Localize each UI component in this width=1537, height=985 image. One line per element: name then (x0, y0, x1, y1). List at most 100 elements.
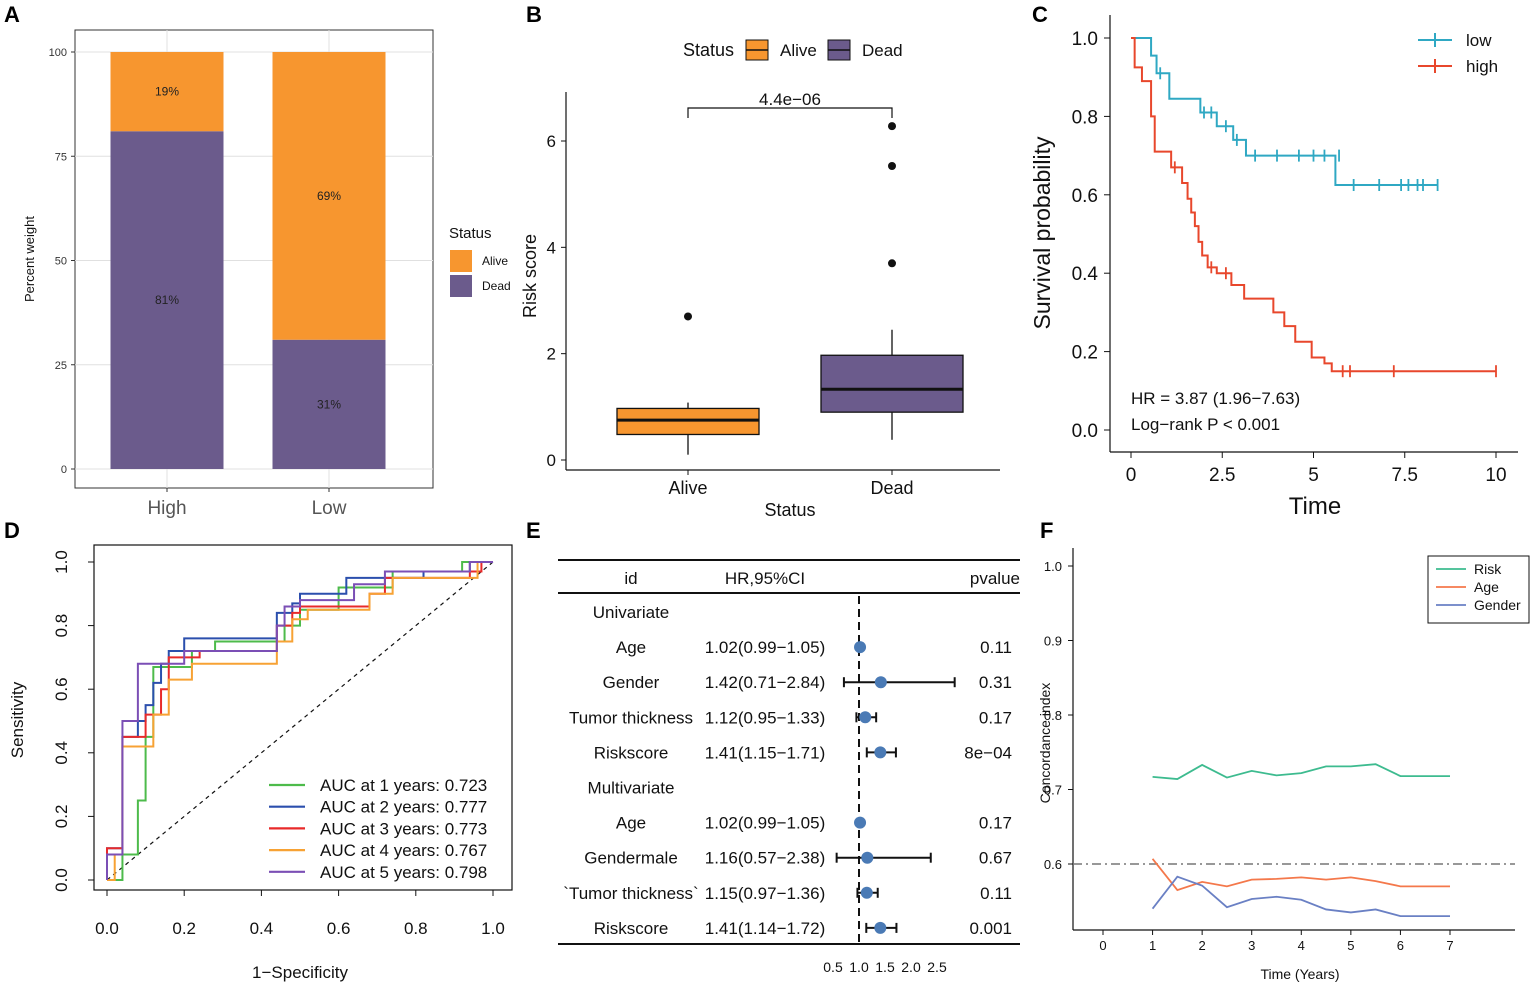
panel-b: B 0 2 4 6 Alive Dead 4.4e−06 Status Risk score St… (520, 2, 1000, 520)
row-id: Gender (603, 673, 660, 692)
y-tick-label: 50 (55, 256, 67, 268)
x-tick-label: 0.8 (404, 919, 428, 938)
legend-label: Age (1474, 579, 1499, 595)
bar-alive (110, 52, 224, 132)
y-tick-label: 0.0 (1072, 421, 1098, 442)
x-tick-label: 0.4 (250, 919, 274, 938)
row-id: Riskscore (594, 919, 669, 938)
x-tick-label: 0 (1126, 465, 1137, 486)
box-dead (820, 354, 964, 413)
legend-label: Alive (780, 41, 817, 60)
forest-plot: id HR,95%CI pvalue Univariate Age 1.02(0.99−1… (558, 559, 1020, 975)
legend-box (1427, 555, 1530, 624)
reference-diagonal (106, 561, 494, 881)
y-tick-label: 0.2 (52, 805, 71, 829)
line-gender (1151, 875, 1450, 918)
legend-label: Gender (1474, 597, 1521, 613)
header-hr: HR,95%CI (725, 569, 805, 588)
y-tick-label: 4 (547, 238, 556, 257)
row-pvalue: 0.001 (969, 919, 1012, 938)
y-tick-label: 0.6 (1072, 186, 1098, 207)
panel-a: A 0 25 50 75 100 81% 19% High 31% 69% Low Percent w… (4, 2, 511, 519)
x-tick-label: 2 (1199, 938, 1206, 953)
panel-c: C 0.0 0.2 0.4 0.6 0.8 1.0 0 2.5 5 7.5 10 Time Surviv… (1029, 2, 1518, 520)
plot-frame (93, 544, 513, 891)
row-hr: 1.02(0.99−1.05) (705, 638, 826, 657)
legend-label: AUC at 5 years: 0.798 (320, 863, 487, 882)
x-tick-label: 4 (1298, 938, 1305, 953)
x-tick-label: Low (312, 498, 347, 519)
legend-label: Dead (862, 41, 903, 60)
panel-e: E id HR,95%CI pvalue Univariate Age 1.02(0.99… (526, 518, 1020, 975)
y-axis-title: Percent weight (22, 216, 37, 302)
pvalue-label: 4.4e−06 (759, 90, 821, 109)
row-hr: 1.12(0.95−1.33) (705, 708, 826, 727)
y-axis-title: Survival probability (1029, 136, 1055, 330)
x-tick-label: 5 (1347, 938, 1354, 953)
x-tick-label: 0 (1099, 938, 1106, 953)
bar-label: 31% (317, 397, 341, 411)
significance-bracket (687, 107, 893, 118)
y-tick-label: 25 (55, 360, 67, 372)
x-axis-title: Time (Years) (1260, 966, 1339, 982)
y-tick-label: 6 (547, 132, 556, 151)
panel-f-letter: F (1040, 518, 1053, 543)
y-tick-label: 2 (547, 345, 556, 364)
x-tick-label: 10 (1485, 465, 1506, 486)
row-pvalue: 0.17 (979, 708, 1012, 727)
outlier-point (888, 122, 896, 131)
panel-f: F 0.6 0.7 0.8 0.9 1.0 0 1 2 3 4 5 6 7 Risk Age Gender Ti… (1037, 518, 1530, 982)
panel-c-letter: C (1032, 2, 1048, 27)
y-tick-label: 100 (49, 47, 67, 59)
legend-label: AUC at 2 years: 0.777 (320, 798, 487, 817)
hr-point (874, 921, 887, 934)
legend-swatch (450, 250, 472, 272)
panel-d-letter: D (4, 518, 20, 543)
y-tick-label: 0.8 (52, 614, 71, 638)
y-axis-title: Risk score (520, 234, 540, 318)
panel-d: D 0.0 0.2 0.4 0.6 0.8 1.0 0.0 0.2 0.4 0.6 0.8 1.0 AU… (4, 518, 513, 982)
hr-point (861, 851, 874, 864)
annotation: Log−rank P < 0.001 (1131, 415, 1280, 434)
row-id: Riskscore (594, 743, 669, 762)
row-pvalue: 8e−04 (964, 743, 1012, 762)
row-pvalue: 0.67 (979, 849, 1012, 868)
row-pvalue: 0.11 (980, 884, 1012, 903)
legend-label: AUC at 3 years: 0.773 (320, 819, 487, 838)
hr-point (874, 676, 887, 689)
group-label: Univariate (593, 603, 670, 622)
hr-point (874, 746, 887, 759)
row-id: `Tumor thickness` (563, 884, 698, 903)
legend-label: AUC at 1 years: 0.723 (320, 776, 487, 795)
y-tick-label: 0.6 (1044, 857, 1062, 872)
y-axis-title: Concordance index (1037, 683, 1053, 804)
box-plot: 0 2 4 6 Alive Dead 4.4e−06 Status Risk score Stat… (520, 39, 1000, 520)
y-tick-label: 0.9 (1044, 634, 1062, 649)
survival-curve-low (1131, 37, 1438, 186)
line-risk (1152, 763, 1450, 780)
x-tick-label: 0.2 (172, 919, 196, 938)
y-tick-label: 0.7 (1044, 783, 1062, 798)
row-hr: 1.42(0.71−2.84) (705, 673, 826, 692)
legend-title: Status (449, 225, 492, 242)
x-tick-label: 3 (1248, 938, 1255, 953)
x-axis-title: Time (1289, 493, 1341, 520)
header-id: id (624, 569, 637, 588)
y-tick-label: 0 (547, 451, 556, 470)
bar-dead (110, 131, 224, 470)
y-tick-label: 0.2 (1072, 343, 1098, 364)
y-tick-label: 0 (61, 464, 67, 476)
row-pvalue: 0.31 (979, 673, 1012, 692)
x-tick-label: 2.5 (1209, 465, 1235, 486)
x-tick-label: High (147, 498, 186, 519)
x-tick-label: 1.5 (875, 959, 895, 975)
x-tick-label: 1 (1149, 938, 1156, 953)
y-tick-label: 0.6 (52, 677, 71, 701)
roc-curve (106, 561, 493, 880)
row-pvalue: 0.17 (979, 814, 1012, 833)
row-hr: 1.41(1.14−1.72) (705, 919, 826, 938)
row-id: Gendermale (584, 849, 678, 868)
x-tick-label: 7 (1446, 938, 1453, 953)
y-tick-label: 1.0 (52, 550, 71, 574)
roc-plot: 0.0 0.2 0.4 0.6 0.8 1.0 0.0 0.2 0.4 0.6 0.8 1.0 AUC … (8, 544, 513, 982)
